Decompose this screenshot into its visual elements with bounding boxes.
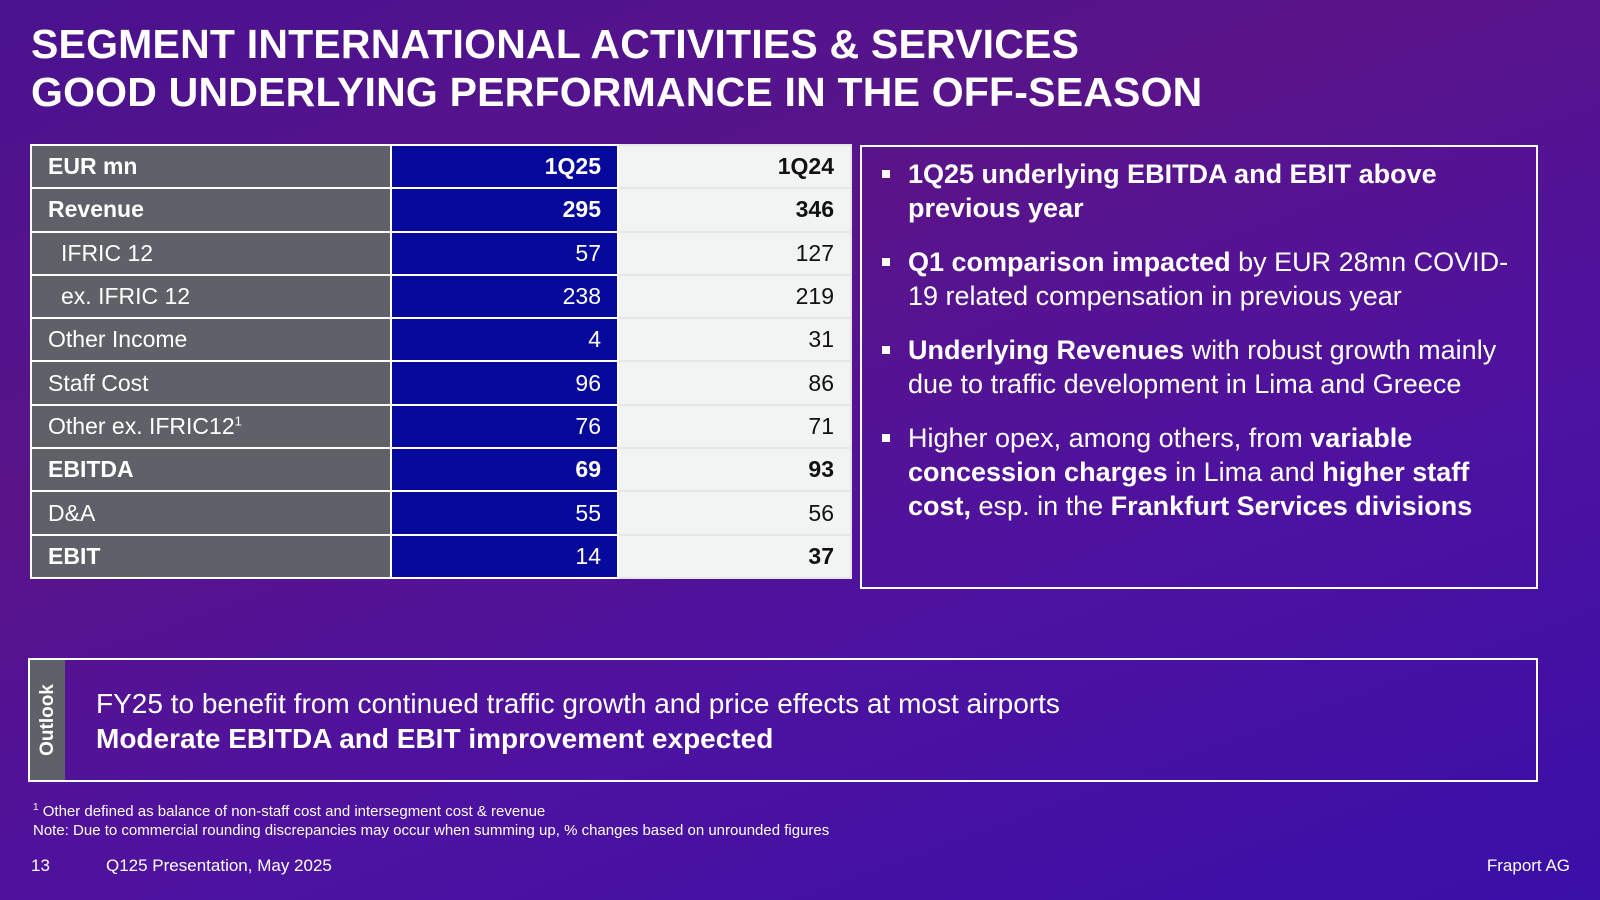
row-label: IFRIC 12 <box>30 230 392 276</box>
row-label: D&A <box>30 490 392 536</box>
bullet-bold-text: Q1 comparison impacted <box>908 247 1231 277</box>
value-1q25: 295 <box>390 187 619 233</box>
value-1q24: 346 <box>617 187 852 233</box>
value-1q25: 14 <box>390 533 619 579</box>
row-label: Other Income <box>30 317 392 363</box>
page-number: 13 <box>31 856 50 875</box>
bullet-item: 1Q25 underlying EBITDA and EBIT above pr… <box>880 157 1522 225</box>
value-1q25: 96 <box>390 360 619 406</box>
row-label-cell: Other ex. IFRIC121 <box>30 403 392 450</box>
table-row: ex. IFRIC 12 238 219 <box>30 273 852 320</box>
outlook-tab: Outlook <box>30 660 65 780</box>
outlook-line-2: Moderate EBITDA and EBIT improvement exp… <box>96 723 774 754</box>
header-1q25: 1Q25 <box>390 143 619 190</box>
bullet-bold-text: variable concession charges <box>908 423 1413 487</box>
table-row: Other ex. IFRIC121 76 71 <box>30 403 852 450</box>
table-header-row: EUR mn 1Q25 1Q24 <box>30 143 852 190</box>
footnote: 1 Other defined as balance of non-staff … <box>33 802 829 840</box>
bullet-bold-text: Underlying Revenues <box>908 335 1185 365</box>
outlook-text: FY25 to benefit from continued traffic g… <box>65 660 1060 780</box>
bullet-text: esp. in the <box>971 491 1111 521</box>
bullet-bold-text: Frankfurt Services divisions <box>1110 491 1473 521</box>
value-1q25: 57 <box>390 230 619 276</box>
footnote-marker: 1 <box>234 413 242 429</box>
value-1q24: 31 <box>617 317 852 363</box>
bullet-text: with robust growth mainly due to traffic… <box>908 335 1497 399</box>
bullet-item: Q1 comparison impacted by EUR 28mn COVID… <box>880 245 1522 313</box>
outlook-tab-label: Outlook <box>36 684 58 756</box>
bullet-bold-text: higher staff cost, <box>908 457 1470 521</box>
financials-table: EUR mn 1Q25 1Q24 Revenue 295 346 IFRIC 1… <box>30 143 852 579</box>
row-label: EBITDA <box>30 447 392 493</box>
row-label: Revenue <box>30 187 392 233</box>
header-label: EUR mn <box>30 143 392 190</box>
table-row: D&A 55 56 <box>30 490 852 536</box>
row-label: ex. IFRIC 12 <box>30 273 392 320</box>
footnote-marker: 1 <box>33 802 39 813</box>
outlook-box: Outlook FY25 to benefit from continued t… <box>28 658 1538 782</box>
title-line-2: GOOD UNDERLYING PERFORMANCE IN THE OFF-S… <box>31 69 1203 115</box>
value-1q25: 55 <box>390 490 619 536</box>
page-title: SEGMENT INTERNATIONAL ACTIVITIES & SERVI… <box>31 20 1203 116</box>
value-1q24: 86 <box>617 360 852 406</box>
value-1q24: 219 <box>617 273 852 320</box>
value-1q25: 69 <box>390 447 619 493</box>
company-name: Fraport AG <box>1486 856 1570 875</box>
footnote-line-1: 1 Other defined as balance of non-staff … <box>33 802 829 821</box>
row-label: Other ex. IFRIC12 <box>48 412 235 439</box>
value-1q25: 238 <box>390 273 619 320</box>
outlook-line-1: FY25 to benefit from continued traffic g… <box>96 688 1060 719</box>
bullet-text: in Lima and <box>1167 457 1323 487</box>
footnote-text: Other defined as balance of non-staff co… <box>38 803 546 820</box>
bullet-item: Underlying Revenues with robust growth m… <box>880 333 1522 401</box>
value-1q24: 93 <box>617 447 852 493</box>
table-row: IFRIC 12 57 127 <box>30 230 852 276</box>
value-1q24: 56 <box>617 490 852 536</box>
title-line-1: SEGMENT INTERNATIONAL ACTIVITIES & SERVI… <box>31 21 1080 67</box>
value-1q25: 76 <box>390 403 619 450</box>
bullet-item: Higher opex, among others, from variable… <box>880 421 1522 523</box>
value-1q25: 4 <box>390 317 619 363</box>
bullet-bold-text: 1Q25 underlying EBITDA and EBIT above pr… <box>908 159 1437 223</box>
row-label: EBIT <box>30 533 392 579</box>
header-1q24: 1Q24 <box>617 143 852 190</box>
table-row: Staff Cost 96 86 <box>30 360 852 406</box>
table-row: EBITDA 69 93 <box>30 447 852 493</box>
footnote-line-2: Note: Due to commercial rounding discrep… <box>33 822 830 839</box>
highlights-box: 1Q25 underlying EBITDA and EBIT above pr… <box>860 145 1538 589</box>
row-label: Staff Cost <box>30 360 392 406</box>
presentation-label: Q125 Presentation, May 2025 <box>106 856 332 875</box>
table-row: Revenue 295 346 <box>30 187 852 233</box>
bullet-text: by EUR 28mn COVID-19 related compensatio… <box>908 247 1509 311</box>
table-row: EBIT 14 37 <box>30 533 852 579</box>
value-1q24: 37 <box>617 533 852 579</box>
bullet-text: Higher opex, among others, from <box>908 423 1311 453</box>
value-1q24: 71 <box>617 403 852 450</box>
value-1q24: 127 <box>617 230 852 276</box>
table-row: Other Income 4 31 <box>30 317 852 363</box>
